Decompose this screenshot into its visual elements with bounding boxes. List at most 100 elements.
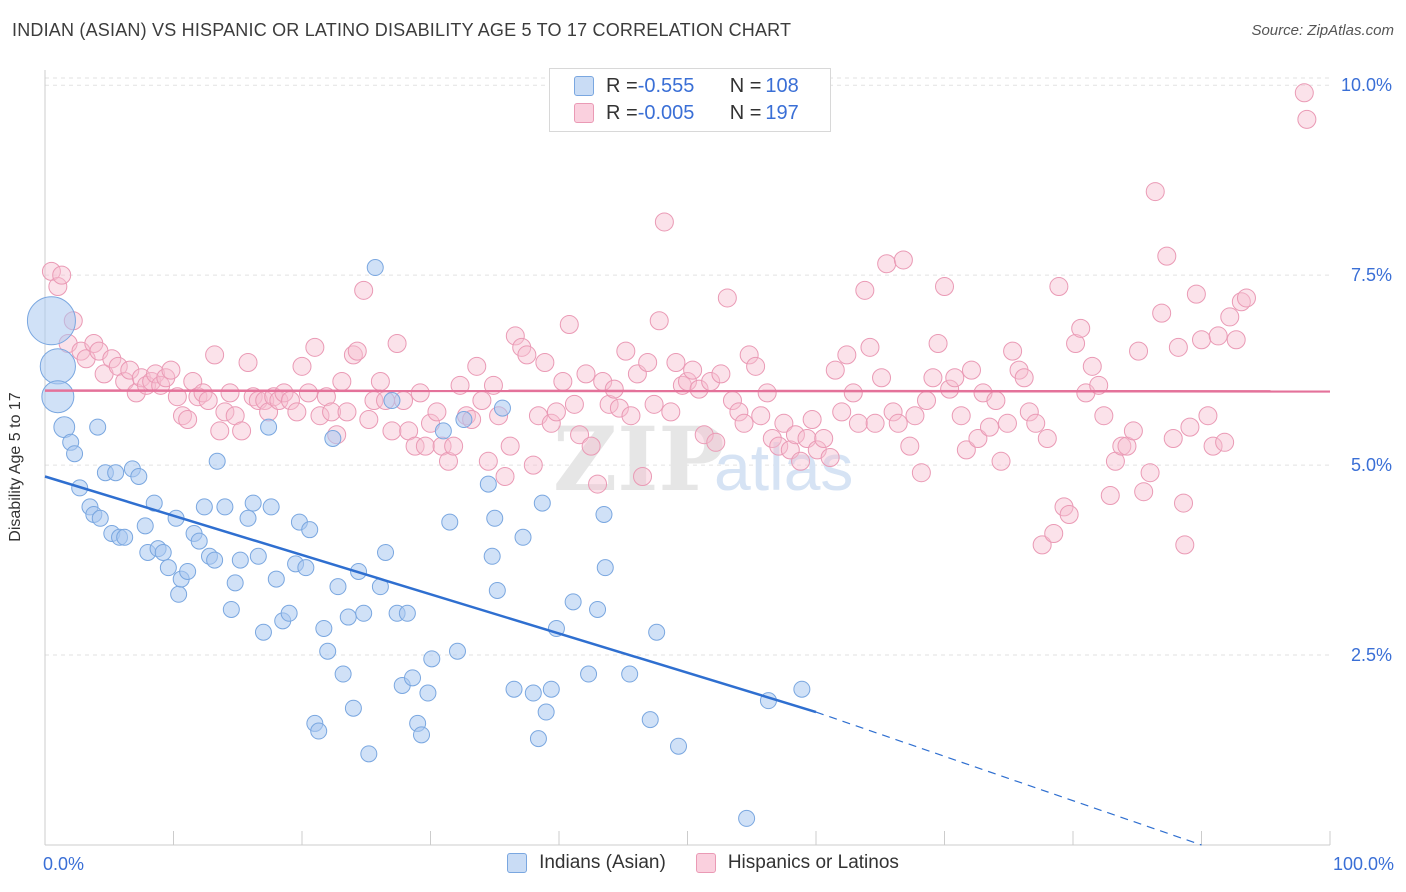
data-point-hispanic xyxy=(232,421,252,441)
y-tick-label: 5.0% xyxy=(1351,455,1392,475)
data-point-hispanic xyxy=(535,353,555,373)
data-point-hispanic xyxy=(415,436,435,456)
watermark: ZIP atlas xyxy=(553,407,853,511)
data-point-indian xyxy=(366,259,384,277)
data-point-hispanic xyxy=(274,383,294,403)
data-point-hispanic xyxy=(1152,303,1172,323)
data-point-hispanic xyxy=(1066,334,1086,354)
data-point-indian xyxy=(66,445,84,463)
data-point-hispanic xyxy=(559,315,579,335)
data-point-indian xyxy=(564,593,582,611)
data-point-hispanic xyxy=(215,402,235,422)
data-point-hispanic xyxy=(1231,292,1251,312)
data-point-hispanic xyxy=(478,451,498,471)
data-point-hispanic xyxy=(1157,246,1177,266)
chart-title: INDIAN (ASIAN) VS HISPANIC OR LATINO DIS… xyxy=(12,20,792,40)
data-point-hispanic xyxy=(1145,182,1165,202)
data-point-indian xyxy=(529,730,547,748)
watermark-atlas: atlas xyxy=(714,430,853,504)
data-point-hispanic xyxy=(1089,375,1109,395)
data-point-indian xyxy=(239,509,257,527)
data-point-hispanic xyxy=(734,413,754,433)
data-point-hispanic xyxy=(1208,326,1228,346)
data-point-hispanic xyxy=(1174,493,1194,513)
data-point-hispanic xyxy=(546,402,566,422)
data-point-indian xyxy=(404,669,422,687)
data-point-indian xyxy=(596,559,614,577)
data-point-indian xyxy=(324,430,342,448)
data-point-indian xyxy=(231,551,249,569)
data-point-hispanic xyxy=(968,429,988,449)
data-point-indian xyxy=(222,600,240,618)
data-point-indian xyxy=(267,570,285,588)
data-point-hispanic xyxy=(305,337,325,357)
data-point-hispanic xyxy=(1163,429,1183,449)
data-point-hispanic xyxy=(310,406,330,426)
data-point-hispanic xyxy=(762,429,782,449)
data-point-hispanic xyxy=(523,455,543,475)
n-label: N = xyxy=(729,101,762,124)
indian-swatch xyxy=(574,76,594,96)
data-point-hispanic xyxy=(48,277,68,297)
data-point-hispanic xyxy=(1037,429,1057,449)
data-point-indian xyxy=(226,574,244,592)
data-point-hispanic xyxy=(210,421,230,441)
data-point-hispanic xyxy=(316,387,336,407)
data-point-hispanic xyxy=(991,451,1011,471)
data-point-hispanic xyxy=(1226,330,1246,350)
data-point-hispanic xyxy=(945,368,965,388)
legend-item-hispanic[interactable]: Hispanics or Latinos xyxy=(695,852,899,874)
data-point-indian xyxy=(260,418,278,436)
data-point-hispanic xyxy=(638,353,658,373)
watermark-zip: ZIP xyxy=(553,407,725,511)
indian-points xyxy=(26,259,811,827)
data-point-indian xyxy=(455,411,473,429)
data-point-hispanic xyxy=(814,429,834,449)
legend-item-indian[interactable]: Indians (Asian) xyxy=(507,852,666,874)
data-point-indian xyxy=(297,559,315,577)
data-point-indian xyxy=(793,680,811,698)
y-tick-label: 2.5% xyxy=(1351,645,1392,665)
data-point-hispanic xyxy=(220,383,240,403)
data-point-indian xyxy=(254,623,272,641)
data-point-indian xyxy=(116,528,134,546)
data-point-hispanic xyxy=(198,391,218,411)
data-point-hispanic xyxy=(387,334,407,354)
data-point-indian xyxy=(419,684,437,702)
data-point-indian xyxy=(398,604,416,622)
data-point-indian xyxy=(154,543,172,561)
data-point-indian xyxy=(26,296,76,346)
data-point-hispanic xyxy=(917,391,937,411)
data-point-indian xyxy=(738,809,756,827)
legend-label-indian: Indians (Asian) xyxy=(539,852,666,873)
r-label: R = xyxy=(606,74,638,97)
data-point-hispanic xyxy=(855,280,875,300)
data-point-indian xyxy=(190,532,208,550)
data-point-hispanic xyxy=(444,436,464,456)
data-point-indian xyxy=(542,680,560,698)
data-point-indian xyxy=(580,665,598,683)
data-point-hispanic xyxy=(1175,535,1195,555)
data-point-hispanic xyxy=(120,360,140,380)
data-point-hispanic xyxy=(359,410,379,430)
data-point-hispanic xyxy=(621,406,641,426)
data-point-indian xyxy=(136,517,154,535)
data-point-hispanic xyxy=(564,394,584,414)
data-point-indian xyxy=(493,399,511,417)
data-point-hispanic xyxy=(654,212,674,232)
data-point-hispanic xyxy=(900,436,920,456)
data-point-hispanic xyxy=(500,436,520,456)
data-point-indian xyxy=(195,498,213,516)
data-point-hispanic xyxy=(751,406,771,426)
data-point-indian xyxy=(208,452,226,470)
data-point-indian xyxy=(383,392,401,410)
data-point-hispanic xyxy=(1186,284,1206,304)
data-point-indian xyxy=(537,703,555,721)
data-point-hispanic xyxy=(1123,421,1143,441)
tick-labels: 2.5% 5.0% 7.5% 10.0% 0.0% 100.0% xyxy=(43,75,1394,874)
indian-swatch xyxy=(507,853,528,873)
data-point-indian xyxy=(301,521,319,539)
data-point-hispanic xyxy=(410,383,430,403)
data-point-hispanic xyxy=(298,383,318,403)
data-point-hispanic xyxy=(1026,413,1046,433)
